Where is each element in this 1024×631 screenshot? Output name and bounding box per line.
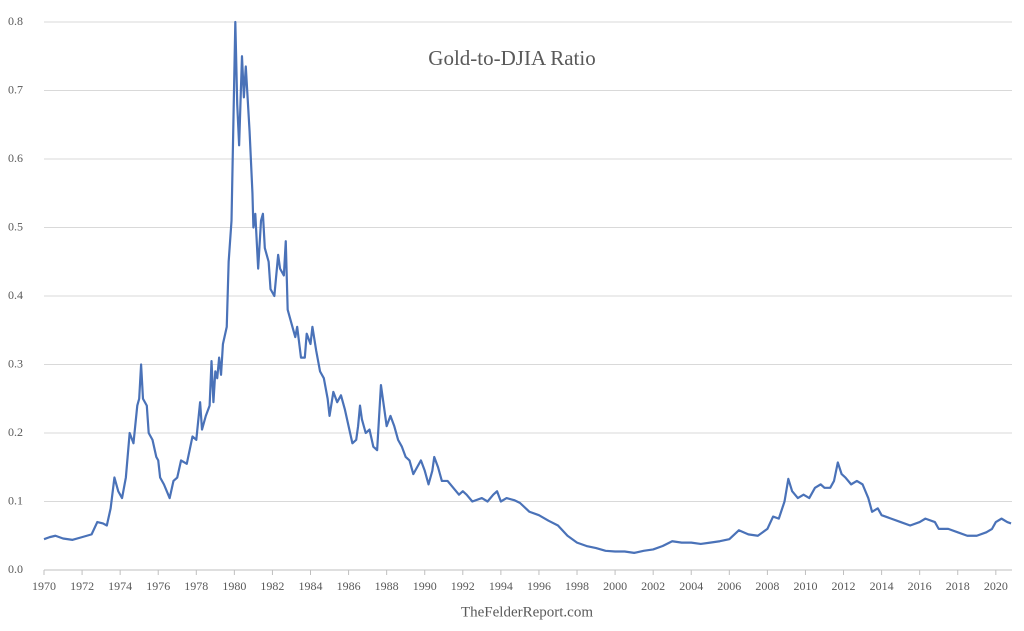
x-tick-label: 1988 [375, 579, 399, 593]
x-tick-label: 2008 [755, 579, 779, 593]
x-tick-label: 1982 [260, 579, 284, 593]
y-tick-label: 0.0 [8, 562, 23, 576]
y-tick-label: 0.2 [8, 425, 23, 439]
x-tick-label: 2010 [793, 579, 817, 593]
y-tick-label: 0.8 [8, 14, 23, 28]
x-tick-label: 2018 [946, 579, 970, 593]
x-tick-label: 2006 [717, 579, 741, 593]
x-tick-label: 2016 [908, 579, 932, 593]
data-line [43, 20, 1012, 554]
footer: TheFelderReport.com [461, 604, 593, 620]
y-tick-label: 0.5 [8, 219, 23, 233]
x-tick-label: 2004 [679, 579, 703, 593]
x-tick-label: 1974 [108, 579, 132, 593]
x-tick-label: 1970 [32, 579, 56, 593]
y-tick-label: 0.1 [8, 493, 23, 507]
x-tick-label: 2020 [984, 579, 1008, 593]
x-tick-label: 1990 [413, 579, 437, 593]
x-tick-label: 1996 [527, 579, 551, 593]
y-tick-label: 0.6 [8, 151, 23, 165]
x-tick-label: 2000 [603, 579, 627, 593]
x-tick-label: 1972 [70, 579, 94, 593]
x-tick-label: 1980 [222, 579, 246, 593]
chart-title: Gold-to-DJIA Ratio [428, 46, 595, 70]
y-tick-label: 0.4 [8, 288, 23, 302]
x-tick-label: 1998 [565, 579, 589, 593]
x-tick-label: 2014 [870, 579, 894, 593]
x-tick-label: 2012 [832, 579, 856, 593]
x-tick-label: 1992 [451, 579, 475, 593]
x-tick-label: 1986 [337, 579, 361, 593]
x-tick-label: 2002 [641, 579, 665, 593]
y-tick-label: 0.7 [8, 82, 23, 96]
x-tick-label: 1994 [489, 579, 513, 593]
x-tick-label: 1984 [299, 579, 323, 593]
y-tick-label: 0.3 [8, 356, 23, 370]
x-tick-label: 1976 [146, 579, 170, 593]
x-tick-label: 1978 [184, 579, 208, 593]
